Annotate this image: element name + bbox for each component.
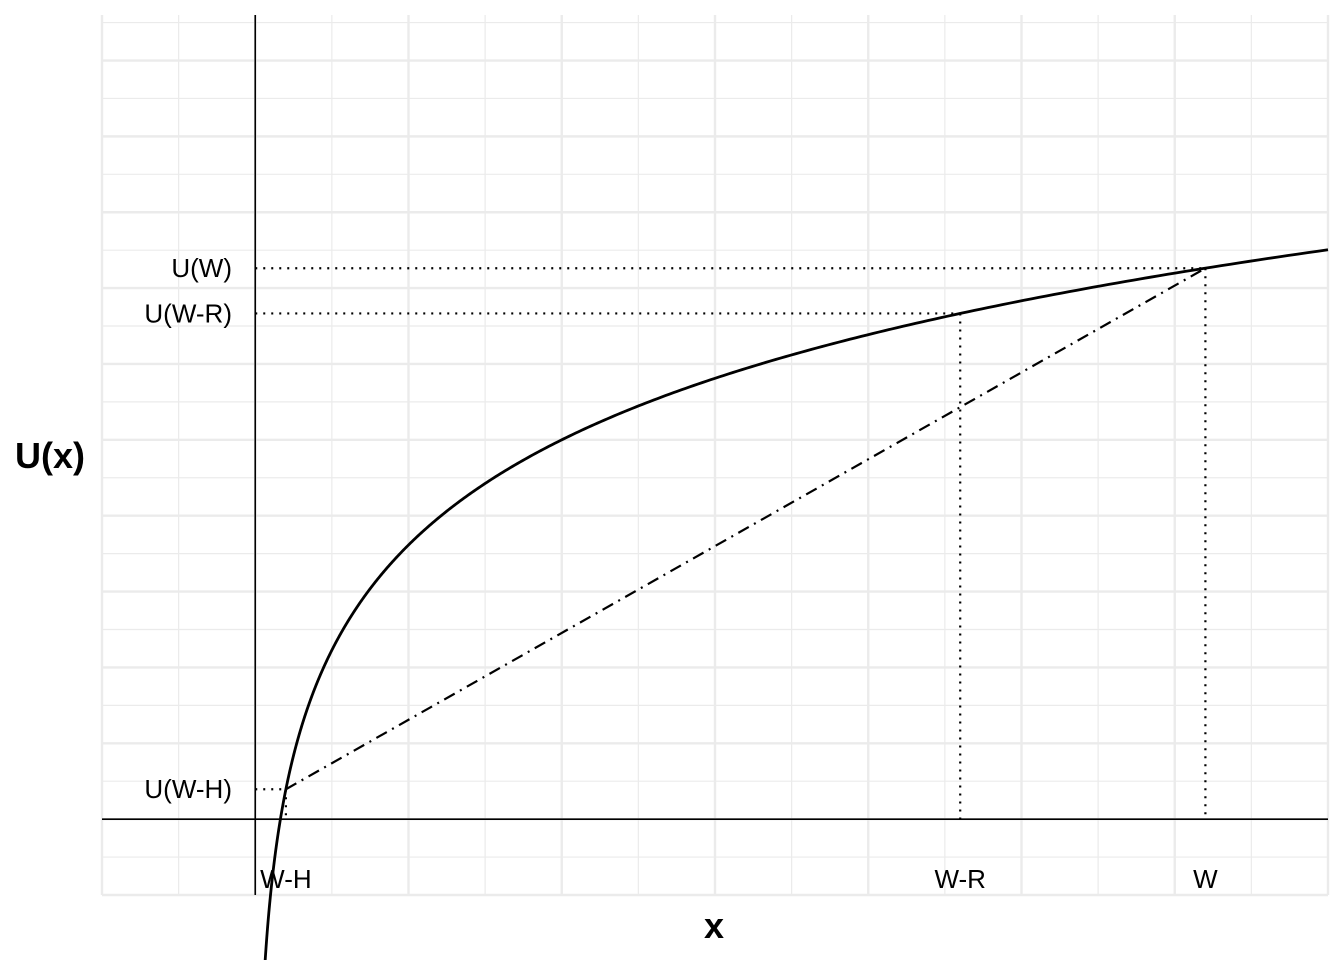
x-tick-labels: W-H W-R W (260, 864, 1218, 894)
chord-line (285, 267, 1206, 791)
x-tick-label: W (1193, 864, 1218, 894)
chord-dashdot (285, 267, 1206, 791)
y-tick-label: U(W-H) (144, 774, 232, 804)
y-axis-title: U(x) (15, 435, 85, 476)
x-axis-title: x (704, 905, 724, 946)
y-tick-labels: U(W) U(W-R) U(W-H) (144, 253, 232, 804)
x-tick-label: W-H (260, 864, 312, 894)
utility-curve (263, 248, 1329, 960)
x-tick-label: W-R (934, 864, 986, 894)
y-tick-label: U(W) (171, 253, 232, 283)
utility-curve-path (263, 248, 1329, 960)
axes (102, 15, 1328, 895)
guide-lines (255, 267, 1207, 820)
y-tick-label: U(W-R) (144, 298, 232, 328)
grid-major (100, 15, 1330, 897)
